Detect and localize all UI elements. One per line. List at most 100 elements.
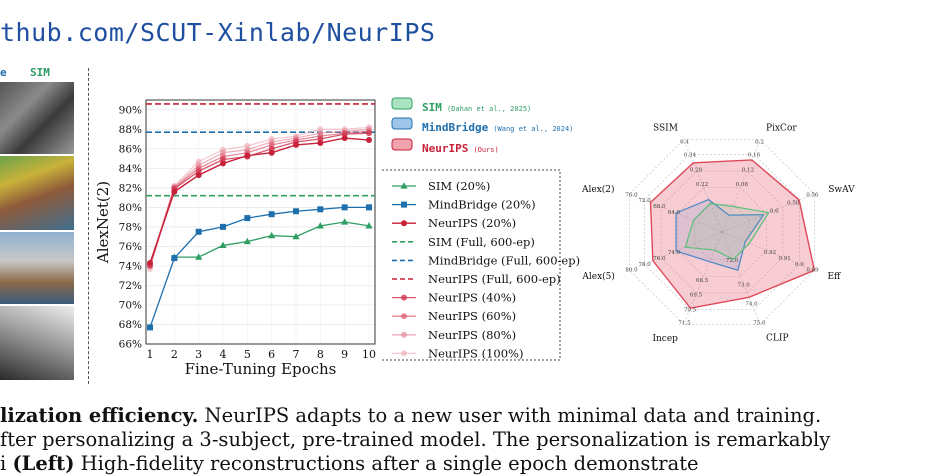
series-line [149,206,369,328]
data-point [293,208,299,215]
repo-url[interactable]: thub.com/SCUT-Xinlab/NeurIPS [0,18,436,47]
x-tick-label: 2 [171,348,178,361]
radar-tick-label: 0.9 [795,262,804,268]
y-tick-label: 66% [119,339,142,351]
radar-series-sim [684,202,770,261]
radar-axis-label: Alex(2) [581,184,615,195]
data-point [243,237,251,245]
series-legend: SIM (20%) MindBridge (20%) NeurIPS (20%) SI… [392,179,580,360]
strip-label-e: e [0,66,7,79]
legend-item-sim: SIM (Dahan et al., 2025) [422,101,532,114]
data-point [401,313,407,320]
legend-item-mindbridge: MindBridge (Wang et al., 2024) [422,121,574,134]
legend-series-label: SIM (Full, 600-ep) [428,235,535,249]
legend-box-neurips [391,138,413,151]
x-tick-label: 4 [220,348,227,361]
radar-tick-label: 76.0 [625,192,638,198]
radar-axis-label: SSIM [653,124,678,134]
data-point [268,211,275,218]
method-legend: SIM (Dahan et al., 2025) MindBridge (Wan… [388,88,573,158]
radar-ring [693,203,751,261]
radar-tick-label: 69.5 [690,293,703,299]
radar-tick-label: 0.56 [806,193,819,199]
radar-tick-label: 70.5 [684,307,697,313]
radar-tick-label: 74.0 [668,250,681,256]
radar-tick-label: 0.08 [736,182,749,188]
radar-axis-label: Alex(5) [581,271,615,282]
data-point [244,215,251,222]
data-point [195,253,203,260]
data-point [316,222,324,229]
radar-spoke [721,231,815,271]
y-tick-label: 80% [119,202,142,214]
data-point [401,220,407,227]
thumbnail-3 [0,232,74,304]
radar-tick-label: 73.0 [738,282,751,288]
data-point [401,331,407,338]
data-point [317,206,324,213]
radar-tick-label: 68.0 [653,204,666,210]
y-tick-label: 68% [119,319,142,331]
y-tick-label: 74% [119,260,142,272]
radar-tick-label: 68.5 [696,278,709,284]
series-line [149,126,370,270]
data-point [341,135,348,142]
radar-axis-label: CLIP [766,333,788,343]
data-point [219,241,227,249]
radar-tick-label: 0.58 [787,200,800,206]
x-tick-label: 7 [293,348,300,361]
caption-line-1: lization efficiency. NeurIPS adapts to a… [0,404,822,427]
x-tick-label: 9 [341,348,348,361]
plot-area [146,100,375,344]
legend-series-label: NeurIPS (20%) [428,216,516,230]
data-point [268,231,276,239]
radar-tick-label: 78.0 [639,262,652,268]
data-point [195,172,202,179]
plot-frame [145,99,376,345]
series-line [149,130,370,266]
radar-spoke [629,231,723,271]
legend-series-label: MindBridge (Full, 600-ep) [428,253,580,267]
radar-tick-label: 75.0 [753,320,766,326]
data-point [220,223,226,230]
data-point [268,149,275,156]
legend-series-label: NeurIPS (60%) [428,309,516,323]
legend-series-label: NeurIPS (100%) [428,346,523,360]
radar-tick-label: 0.91 [779,256,791,262]
caption-line-3: i (Left) High-fidelity reconstructions a… [0,452,699,475]
series-line [149,132,370,267]
data-point [365,222,373,229]
radar-tick-label: 74.0 [745,301,758,307]
x-tick-label: 5 [244,348,251,361]
radar-spoke [721,231,761,325]
radar-tick-label: 80.0 [625,268,638,274]
radar-axis-label: Eff [827,272,841,282]
data-point [292,232,300,240]
thumbnail-1 [0,82,74,154]
thumbnail-4 [0,306,74,380]
radar-tick-label: 0.12 [742,167,754,173]
legend-series-label: MindBridge (20%) [428,198,536,212]
y-tick-label: 72% [119,280,142,292]
x-axis-label: Fine-Tuning Epochs [185,360,337,378]
y-tick-label: 82% [119,182,142,194]
x-tick-label: 10 [362,348,376,361]
data-point [171,255,178,262]
radar-axis-label: Incep [652,334,678,344]
x-tick-label: 6 [268,348,275,361]
data-point [366,130,372,137]
radar-spoke [629,193,723,233]
radar-tick-label: 0.28 [690,167,703,173]
data-point [244,152,251,159]
separator-line [88,68,89,384]
x-tick-label: 3 [195,348,202,361]
radar-tick-label: 0.22 [696,182,708,188]
y-tick-label: 90% [119,104,142,116]
radar-tick-label: 0.4 [680,139,689,145]
data-point [401,294,407,301]
radar-spoke [683,231,723,325]
thumbnail-2 [0,156,74,230]
radar-tick-label: 0.92 [764,250,776,256]
radar-tick-label: 0.89 [806,268,819,274]
legend-series-label: NeurIPS (Full, 600-ep) [428,272,561,286]
